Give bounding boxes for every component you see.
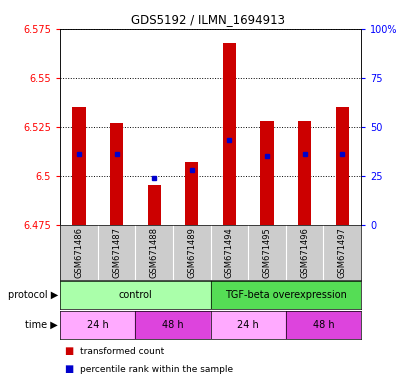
Text: control: control bbox=[119, 290, 152, 300]
Text: 24 h: 24 h bbox=[237, 320, 259, 330]
Text: protocol ▶: protocol ▶ bbox=[8, 290, 58, 300]
Bar bbox=[60, 311, 135, 339]
Text: GSM671488: GSM671488 bbox=[150, 227, 159, 278]
Bar bbox=[135, 311, 210, 339]
Text: GSM671496: GSM671496 bbox=[300, 227, 309, 278]
Bar bbox=[110, 123, 123, 225]
Text: GDS5192 / ILMN_1694913: GDS5192 / ILMN_1694913 bbox=[130, 13, 285, 26]
Bar bbox=[211, 281, 361, 309]
Text: transformed count: transformed count bbox=[80, 347, 164, 356]
Bar bbox=[60, 281, 211, 309]
Bar bbox=[336, 107, 349, 225]
Text: time ▶: time ▶ bbox=[25, 320, 58, 330]
Text: percentile rank within the sample: percentile rank within the sample bbox=[80, 365, 233, 374]
Bar bbox=[72, 107, 85, 225]
Text: 48 h: 48 h bbox=[312, 320, 334, 330]
Text: 24 h: 24 h bbox=[87, 320, 109, 330]
Text: 48 h: 48 h bbox=[162, 320, 184, 330]
Text: GSM671487: GSM671487 bbox=[112, 227, 121, 278]
Text: GSM671495: GSM671495 bbox=[263, 227, 271, 278]
Bar bbox=[223, 43, 236, 225]
Bar bbox=[148, 185, 161, 225]
Text: ■: ■ bbox=[64, 364, 73, 374]
Text: GSM671497: GSM671497 bbox=[338, 227, 347, 278]
Bar bbox=[261, 121, 273, 225]
Bar bbox=[298, 121, 311, 225]
Bar bbox=[286, 311, 361, 339]
Text: ■: ■ bbox=[64, 346, 73, 356]
Bar bbox=[185, 162, 198, 225]
Text: TGF-beta overexpression: TGF-beta overexpression bbox=[225, 290, 347, 300]
Bar bbox=[211, 311, 286, 339]
Text: GSM671486: GSM671486 bbox=[74, 227, 83, 278]
Text: GSM671494: GSM671494 bbox=[225, 227, 234, 278]
Text: GSM671489: GSM671489 bbox=[187, 227, 196, 278]
